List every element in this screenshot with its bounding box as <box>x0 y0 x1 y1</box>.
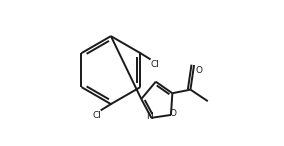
Text: Cl: Cl <box>150 60 159 69</box>
Text: N: N <box>146 112 153 121</box>
Text: O: O <box>195 66 202 75</box>
Text: Cl: Cl <box>92 111 101 120</box>
Text: O: O <box>169 109 176 118</box>
